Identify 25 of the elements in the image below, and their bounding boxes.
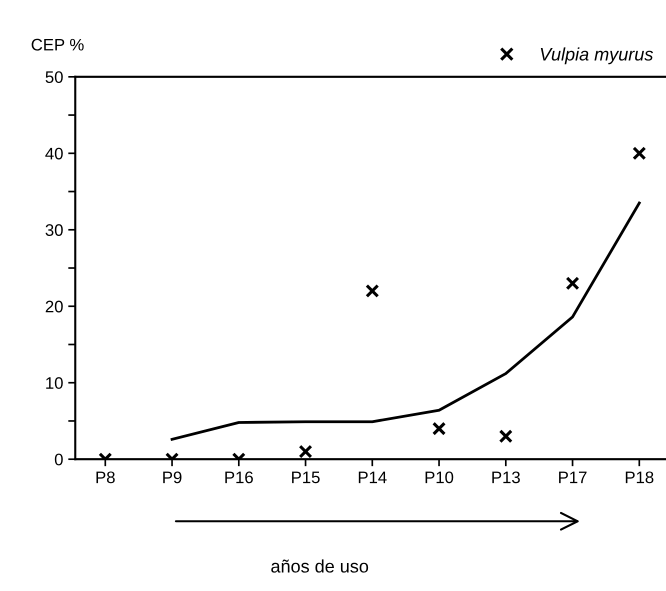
y-tick-label: 10 bbox=[46, 377, 63, 389]
point bbox=[432, 422, 446, 436]
y-axis-title: CEP % bbox=[32, 38, 84, 51]
y-tick-label: 20 bbox=[46, 300, 63, 312]
x-tick-label: P16 bbox=[225, 471, 253, 484]
x-tick-label: P18 bbox=[626, 471, 654, 484]
x-tick-label: P10 bbox=[426, 471, 454, 484]
point bbox=[566, 276, 580, 290]
point bbox=[498, 429, 513, 444]
x-tick-label: P13 bbox=[492, 471, 520, 484]
point bbox=[365, 284, 380, 298]
point bbox=[298, 444, 312, 458]
y-tick-label: 50 bbox=[46, 71, 63, 84]
legend-label: Vulpia myurus bbox=[540, 47, 653, 64]
x-tick-label: P15 bbox=[292, 472, 320, 484]
y-tick-label: 40 bbox=[45, 148, 63, 160]
x-tick-label: P17 bbox=[559, 472, 587, 484]
x-tick-label: P14 bbox=[358, 472, 387, 484]
x-tick-label: P9 bbox=[163, 471, 182, 484]
y-tick-label: 30 bbox=[46, 224, 63, 236]
line-series bbox=[170, 202, 641, 441]
point bbox=[632, 146, 646, 160]
y-tick-label: 0 bbox=[54, 454, 63, 466]
text: años de uso bbox=[271, 559, 368, 573]
x-tick-label: P8 bbox=[96, 471, 115, 484]
